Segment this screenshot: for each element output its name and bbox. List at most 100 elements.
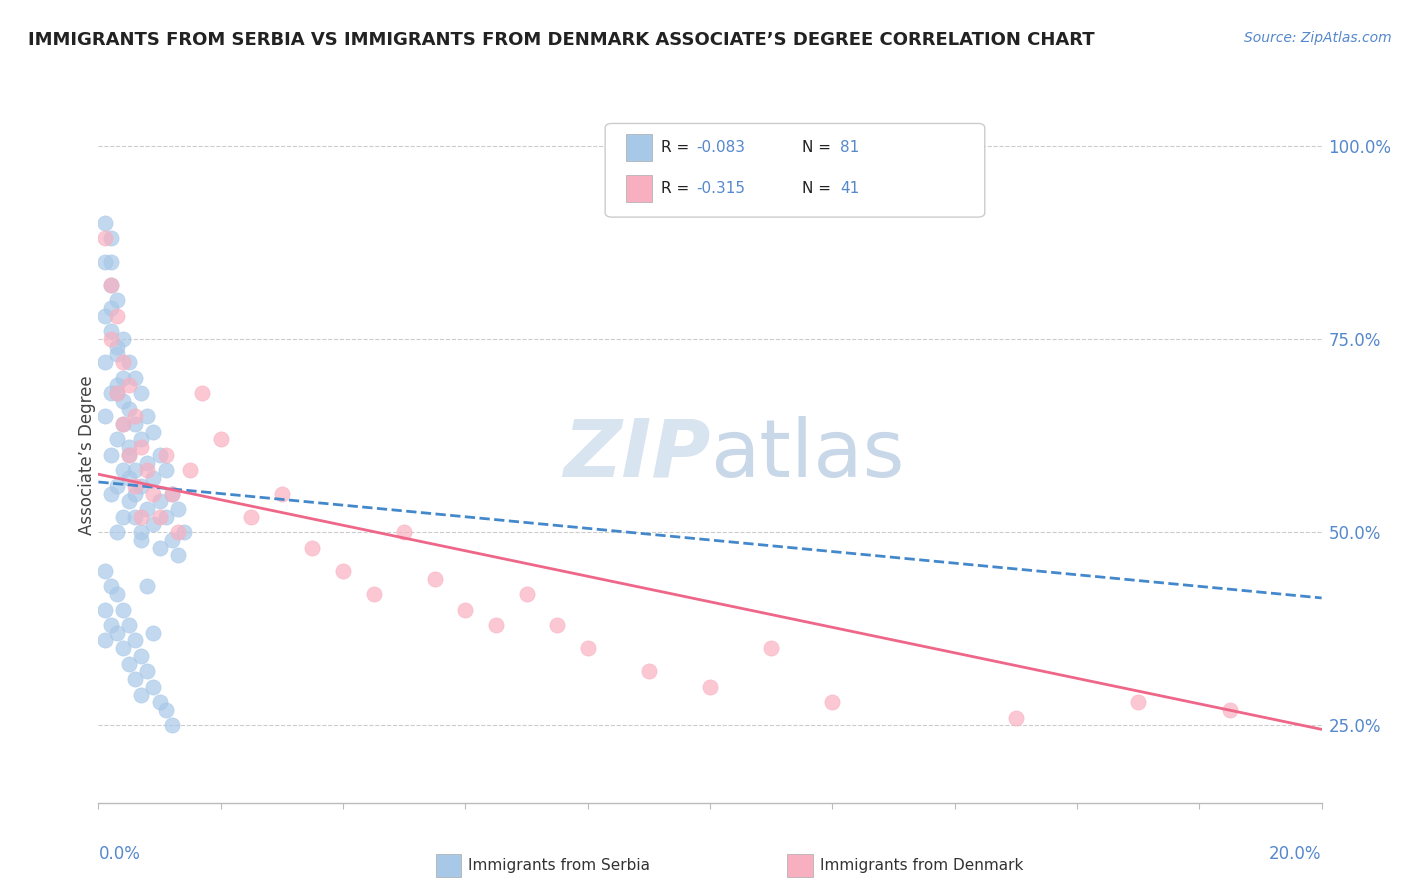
Point xyxy=(136,665,159,679)
Text: 0.0%: 0.0% xyxy=(98,845,141,863)
Point xyxy=(124,463,146,477)
Point xyxy=(124,509,146,524)
Point xyxy=(1004,711,1026,725)
Point xyxy=(100,386,122,401)
Point xyxy=(129,533,152,547)
Point xyxy=(105,340,128,354)
Point xyxy=(93,564,115,578)
Point xyxy=(160,486,183,500)
Point xyxy=(129,648,152,663)
Text: 20.0%: 20.0% xyxy=(1270,845,1322,863)
Point xyxy=(111,463,134,477)
Text: Source: ZipAtlas.com: Source: ZipAtlas.com xyxy=(1244,31,1392,45)
Point xyxy=(105,378,128,392)
Point xyxy=(118,378,141,392)
Text: Immigrants from Serbia: Immigrants from Serbia xyxy=(468,858,650,872)
Point xyxy=(149,494,172,508)
Point xyxy=(136,409,159,424)
Point xyxy=(129,525,152,540)
Point xyxy=(100,324,122,338)
Point xyxy=(111,355,134,369)
Point xyxy=(100,277,122,292)
Point xyxy=(105,386,128,401)
Point xyxy=(100,332,122,346)
Point xyxy=(100,301,122,315)
Y-axis label: Associate’s Degree: Associate’s Degree xyxy=(79,376,96,534)
Point xyxy=(129,688,152,702)
Point xyxy=(118,494,141,508)
Text: R =: R = xyxy=(661,140,695,155)
Point xyxy=(111,602,134,616)
Point xyxy=(1128,695,1150,709)
Point xyxy=(454,602,477,616)
Point xyxy=(93,254,115,268)
Point xyxy=(111,332,134,346)
Point xyxy=(149,448,172,462)
Point xyxy=(111,417,134,431)
Point xyxy=(759,641,782,656)
Point xyxy=(142,471,165,485)
Point xyxy=(111,417,134,431)
Point xyxy=(111,641,134,656)
Point xyxy=(136,579,159,593)
Point xyxy=(118,657,141,671)
Point xyxy=(129,433,152,447)
Point xyxy=(332,564,354,578)
Point xyxy=(160,533,183,547)
Point xyxy=(100,448,122,462)
Point xyxy=(136,463,159,477)
Point xyxy=(118,401,141,416)
Point xyxy=(118,448,141,462)
Point xyxy=(111,393,134,408)
Point xyxy=(142,425,165,439)
Point xyxy=(392,525,416,540)
Point xyxy=(149,541,172,555)
Point xyxy=(155,463,177,477)
Point xyxy=(160,718,183,732)
Point xyxy=(363,587,385,601)
Point xyxy=(100,231,122,245)
Point xyxy=(209,433,232,447)
Text: ZIP: ZIP xyxy=(562,416,710,494)
Point xyxy=(124,417,146,431)
Point xyxy=(167,502,190,516)
Point xyxy=(142,625,165,640)
Point xyxy=(129,509,152,524)
Point xyxy=(105,587,128,601)
Point xyxy=(485,618,508,632)
Point xyxy=(105,525,128,540)
Point xyxy=(105,479,128,493)
Point xyxy=(129,386,152,401)
Point xyxy=(129,479,152,493)
Point xyxy=(111,370,134,384)
Point xyxy=(516,587,538,601)
Point xyxy=(124,672,146,686)
Point xyxy=(118,471,141,485)
Point xyxy=(160,486,183,500)
Point xyxy=(423,572,446,586)
Point xyxy=(124,486,146,500)
Point xyxy=(118,440,141,454)
Text: atlas: atlas xyxy=(710,416,904,494)
Point xyxy=(100,579,122,593)
Point xyxy=(136,456,159,470)
Point xyxy=(173,525,195,540)
Point xyxy=(105,433,128,447)
Point xyxy=(93,409,115,424)
Point xyxy=(118,448,141,462)
Text: N =: N = xyxy=(801,181,835,196)
Text: IMMIGRANTS FROM SERBIA VS IMMIGRANTS FROM DENMARK ASSOCIATE’S DEGREE CORRELATION: IMMIGRANTS FROM SERBIA VS IMMIGRANTS FRO… xyxy=(28,31,1095,49)
Point xyxy=(136,502,159,516)
Point xyxy=(93,633,115,648)
Point xyxy=(105,347,128,361)
Point xyxy=(699,680,721,694)
Point xyxy=(149,509,172,524)
Point xyxy=(93,309,115,323)
Point xyxy=(1219,703,1241,717)
Point xyxy=(124,479,146,493)
Point xyxy=(105,625,128,640)
Point xyxy=(637,665,661,679)
Point xyxy=(93,216,115,230)
Text: -0.083: -0.083 xyxy=(696,140,745,155)
Point xyxy=(93,355,115,369)
